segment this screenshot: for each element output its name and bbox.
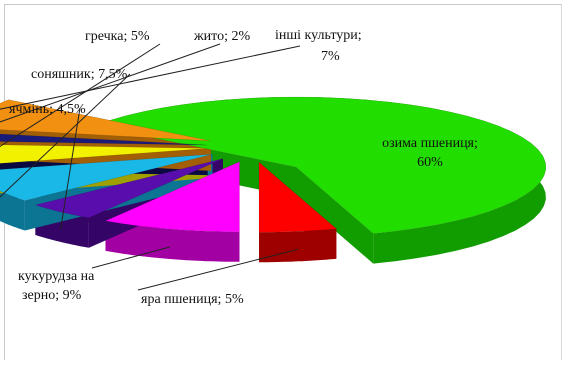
slice-top-7: [0, 99, 211, 142]
leader-lines: [0, 43, 301, 291]
label-zhyto: жито; 2%: [193, 29, 250, 44]
pie-tops: [0, 96, 547, 234]
slice-top-6: [0, 133, 208, 146]
slice-top-2: [104, 161, 240, 233]
slice-labels: озима пшениця; 60% яра пшениця; 5% кукур…: [9, 28, 478, 307]
label-sonyashnyk: соняшник; 7,5%: [31, 67, 128, 82]
slice-top-1: [258, 161, 338, 233]
label-inshi: інші культури;: [275, 28, 362, 43]
slice-top-3: [34, 158, 224, 219]
leader-line-3: [60, 107, 81, 230]
label-kukurudza-2: зерно; 9%: [22, 288, 82, 303]
label-inshi-2: 7%: [321, 49, 340, 64]
slice-top-5: [0, 144, 208, 164]
leader-line-1: [137, 248, 299, 291]
slice-top-4: [0, 153, 213, 201]
label-yachmin: ячмінь; 4,5%: [9, 102, 86, 117]
label-ozyma-value: 60%: [417, 155, 443, 170]
slice-face-0-1: [296, 167, 374, 264]
slice-top-0: [92, 96, 547, 234]
leader-line-7: [0, 45, 301, 110]
leader-line-2: [91, 246, 170, 269]
leader-line-5: [0, 43, 161, 148]
label-yara: яра пшениця; 5%: [141, 292, 244, 307]
label-kukurudza: кукурудза на: [18, 269, 95, 284]
label-hrechka: гречка; 5%: [85, 29, 150, 44]
label-ozyma: озима пшениця;: [382, 136, 478, 151]
leader-line-4: [0, 73, 131, 198]
slice-side-4: [0, 191, 25, 231]
